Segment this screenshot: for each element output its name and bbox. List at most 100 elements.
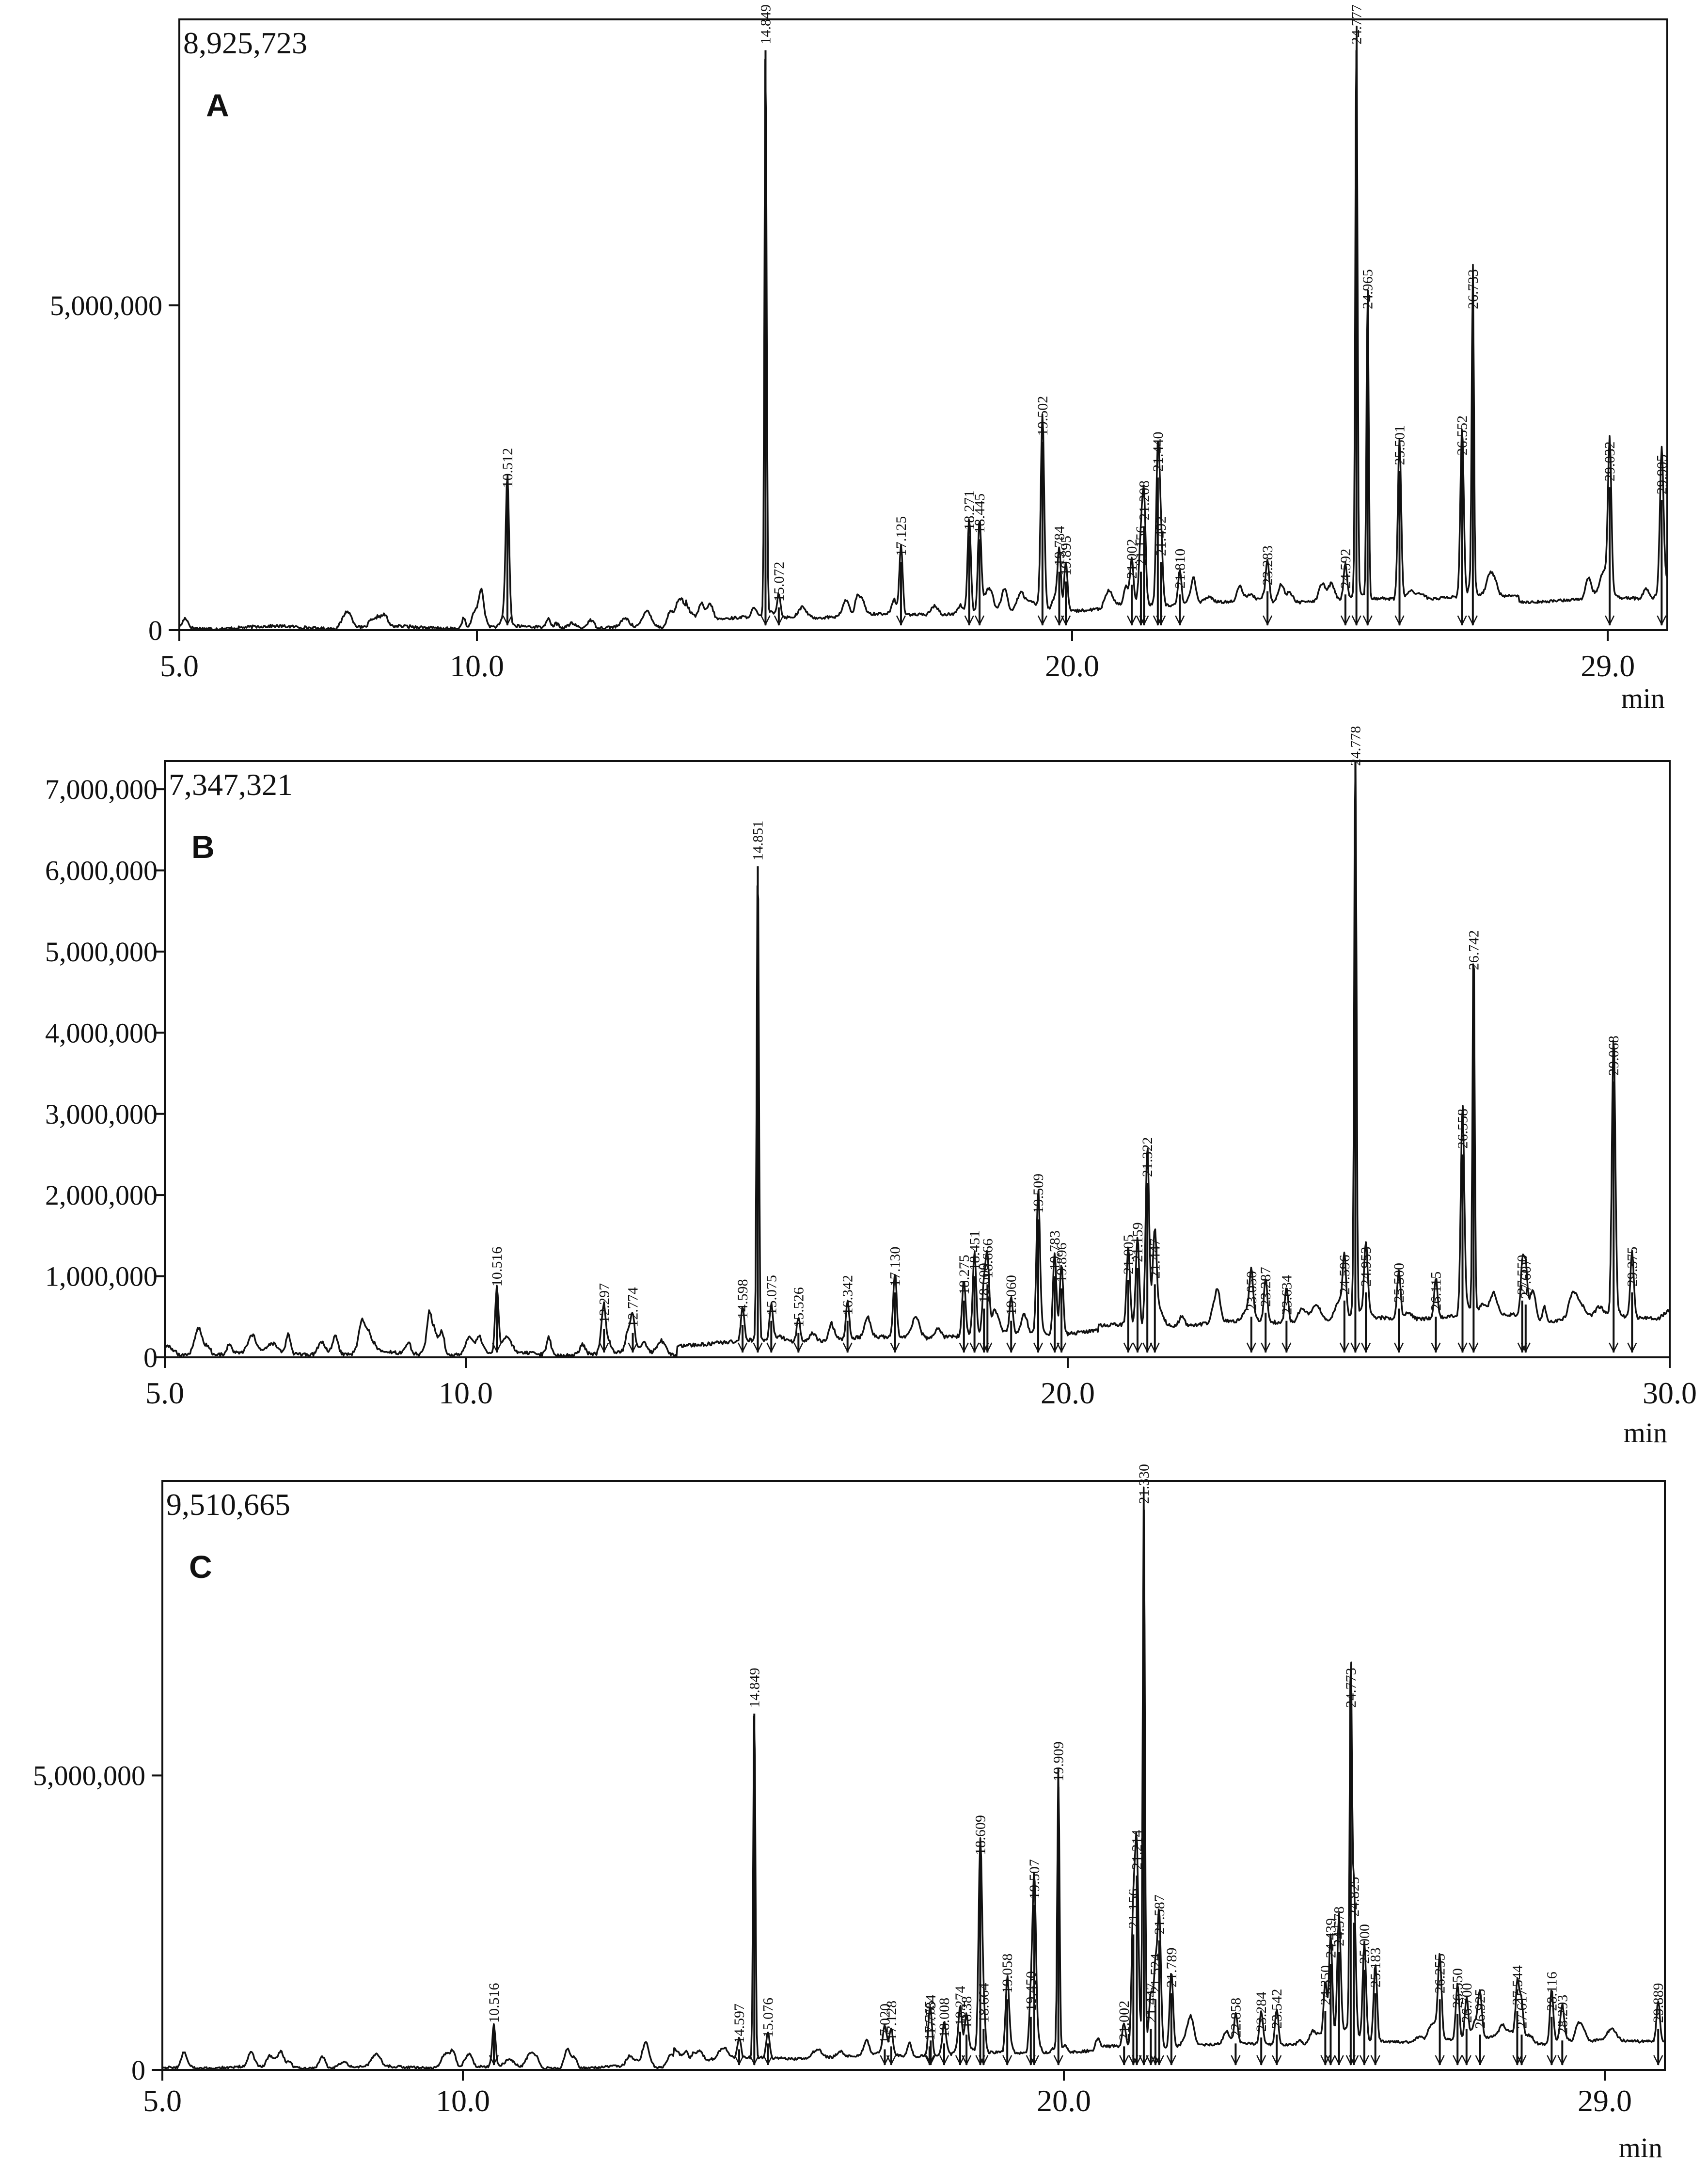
- integration-arrow-icon: [1350, 1342, 1360, 1353]
- x-axis-label: min: [1624, 1417, 1667, 1448]
- peak-marker: 19.060: [1003, 1275, 1019, 1353]
- integration-arrow-icon: [1281, 1342, 1292, 1353]
- peak-label: 18.666: [980, 1239, 996, 1279]
- peak-marker: 19.895: [1058, 536, 1074, 626]
- peak-label: 23.284: [1253, 1992, 1269, 2032]
- peak-marker: 21.002: [1116, 2001, 1132, 2066]
- integration-arrow-icon: [1457, 615, 1467, 626]
- peak-marker: 29.889: [1650, 1983, 1666, 2066]
- peak-label: 21.587: [1152, 1894, 1168, 1935]
- peak-marker: 25.501: [1392, 425, 1408, 626]
- chromatogram-trace: [178, 25, 1668, 631]
- y-tick-label: 1,000,000: [45, 1261, 158, 1292]
- peak-label: 21.156: [1133, 526, 1149, 566]
- peak-marker: 27.617: [1514, 1989, 1530, 2066]
- integration-arrow-icon: [1370, 2055, 1380, 2066]
- peak-marker: 23.050: [1244, 1271, 1260, 1353]
- peak-marker: 26.742: [1466, 930, 1482, 1353]
- peak-marker: 12.297: [596, 1283, 612, 1353]
- peak-marker: 26.552: [1455, 415, 1471, 626]
- peak-marker: 19.784: [1051, 526, 1067, 626]
- peak-marker: 23.287: [1258, 1267, 1274, 1353]
- peak-marker: 21.587: [1152, 1894, 1168, 2066]
- peak-label: 15.076: [760, 1998, 776, 2038]
- integration-arrow-icon: [1431, 1342, 1441, 1353]
- integration-arrow-icon: [753, 1342, 763, 1353]
- integration-arrow-icon: [1056, 1342, 1067, 1353]
- integration-arrow-icon: [1605, 615, 1615, 626]
- peak-label: 21.789: [1164, 1948, 1180, 1988]
- peak-label: 12.297: [596, 1283, 612, 1323]
- peak-marker: 21.322: [1139, 1137, 1155, 1353]
- integration-arrow-icon: [1394, 615, 1405, 626]
- peak-label: 28.293: [1554, 1995, 1570, 2035]
- peak-marker: 14.851: [750, 821, 766, 1353]
- panel-letter: B: [191, 829, 215, 865]
- peak-marker: 15.075: [763, 1275, 779, 1353]
- peak-marker: 15.526: [791, 1287, 807, 1353]
- y-tick-label: 5,000,000: [50, 290, 162, 321]
- peak-marker: 19.507: [1027, 1859, 1043, 2066]
- peak-marker: 21.159: [1130, 1222, 1146, 1353]
- peak-label: 29.889: [1650, 1983, 1666, 2023]
- peak-marker: 15.072: [771, 562, 787, 626]
- integration-arrow-icon: [939, 2055, 949, 2066]
- chromatogram-panel-c: 0 5,000,000 5.0 10.0 20.0 29.0 min 9,510,665 C 10…: [33, 1464, 1666, 2163]
- peak-label: 24.439: [1323, 1918, 1339, 1958]
- peak-label: 16.342: [840, 1275, 856, 1315]
- peak-marker: 24.596: [1337, 1255, 1353, 1353]
- integration-arrow-icon: [1054, 615, 1064, 626]
- peak-label: 14.598: [735, 1279, 751, 1320]
- peak-marker: 18.666: [980, 1239, 996, 1353]
- integration-arrow-icon: [924, 2055, 934, 2066]
- integration-arrow-icon: [1142, 1342, 1153, 1353]
- integration-arrow-icon: [734, 2055, 744, 2066]
- peak-label: 18.609: [973, 1815, 989, 1855]
- peak-label: 21.492: [1153, 516, 1169, 557]
- integration-arrow-icon: [1132, 1342, 1143, 1353]
- peak-label: 18.664: [976, 1983, 992, 2023]
- peak-marker: 21.447: [1147, 1239, 1163, 1353]
- peak-marker: 24.953: [1358, 1247, 1374, 1353]
- peak-marker: 18.664: [976, 1983, 992, 2066]
- integration-arrow-icon: [1037, 615, 1047, 626]
- integration-arrow-icon: [1334, 2055, 1344, 2066]
- peak-label: 18.275: [956, 1255, 972, 1295]
- peak-label: 21.002: [1116, 2001, 1132, 2041]
- peak-marker: 25.000: [1357, 1924, 1373, 2066]
- peak-marker: 23.284: [1253, 1992, 1269, 2066]
- integration-arrow-icon: [979, 2055, 989, 2066]
- integration-arrow-icon: [1653, 2055, 1663, 2066]
- integration-arrow-icon: [1326, 2055, 1336, 2066]
- peak-label: 25.183: [1368, 1948, 1384, 1988]
- integration-arrow-icon: [763, 2055, 773, 2066]
- peak-label: 26.733: [1465, 269, 1481, 309]
- integration-arrow-icon: [1123, 1342, 1133, 1353]
- peak-marker: 27.607: [1518, 1259, 1534, 1353]
- peak-label: 26.550: [1450, 1968, 1466, 2008]
- y-tick-label: 7,000,000: [45, 774, 158, 805]
- y-tick-label: 5,000,000: [45, 936, 158, 968]
- peak-label: 21.810: [1172, 549, 1188, 589]
- peak-label: 18.008: [936, 1998, 952, 2038]
- integration-arrow-icon: [1547, 2055, 1557, 2066]
- integration-arrow-icon: [1557, 2055, 1567, 2066]
- peak-marker: 27.550: [1515, 1255, 1531, 1353]
- peak-marker: 24.825: [1346, 1877, 1362, 2066]
- integration-arrow-icon: [1175, 615, 1185, 626]
- peak-marker: 24.965: [1360, 269, 1376, 626]
- integration-arrow-icon: [890, 1342, 900, 1353]
- peak-label: 18.451: [967, 1230, 983, 1271]
- peak-label: 17.125: [893, 516, 909, 557]
- integration-arrow-icon: [737, 1342, 748, 1353]
- integration-arrow-icon: [1119, 2055, 1129, 2066]
- peak-marker: 18.008: [936, 1998, 952, 2066]
- x-tick-label: 20.0: [1037, 2084, 1091, 2118]
- y-tick-label: 2,000,000: [45, 1179, 158, 1211]
- peak-marker: 23.283: [1260, 545, 1276, 626]
- peak-label: 24.965: [1360, 269, 1376, 309]
- peak-label: 24.953: [1358, 1247, 1374, 1287]
- peak-label: 24.592: [1338, 549, 1354, 589]
- peak-label: 19.784: [1051, 526, 1067, 566]
